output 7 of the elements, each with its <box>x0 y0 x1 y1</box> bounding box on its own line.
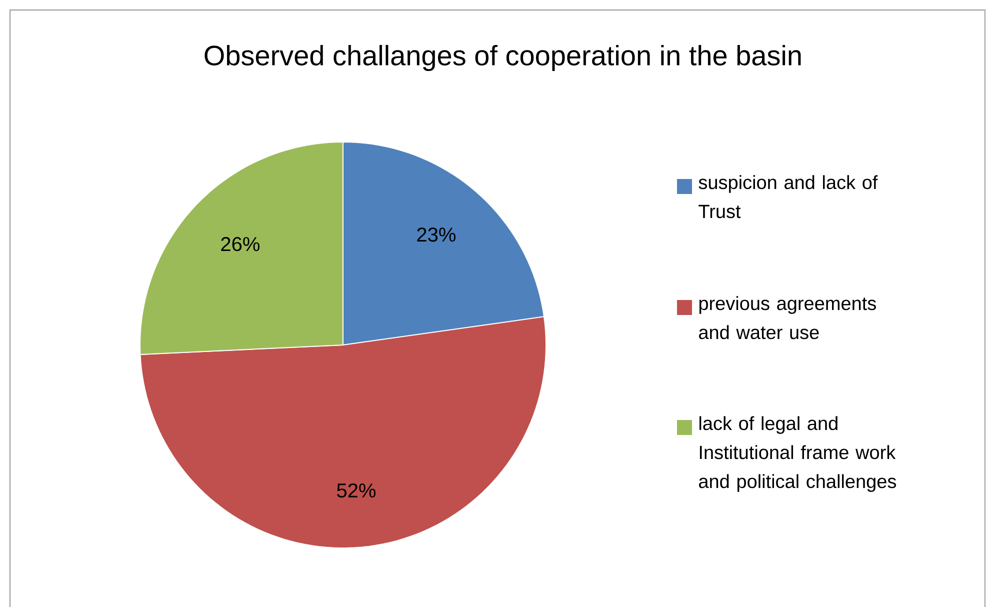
data-label: 26% <box>221 237 260 252</box>
chart-title: Observed challanges of cooperation in the basin <box>204 44 801 72</box>
data-label: 52% <box>337 483 376 498</box>
data-label: 23% <box>417 228 456 242</box>
legend-label: previous agreements and water use <box>699 296 876 340</box>
legend-label: lack of legal and Institutional frame work and political challenges <box>699 416 896 492</box>
legend-label: suspicion and lack of Trust <box>698 175 878 218</box>
